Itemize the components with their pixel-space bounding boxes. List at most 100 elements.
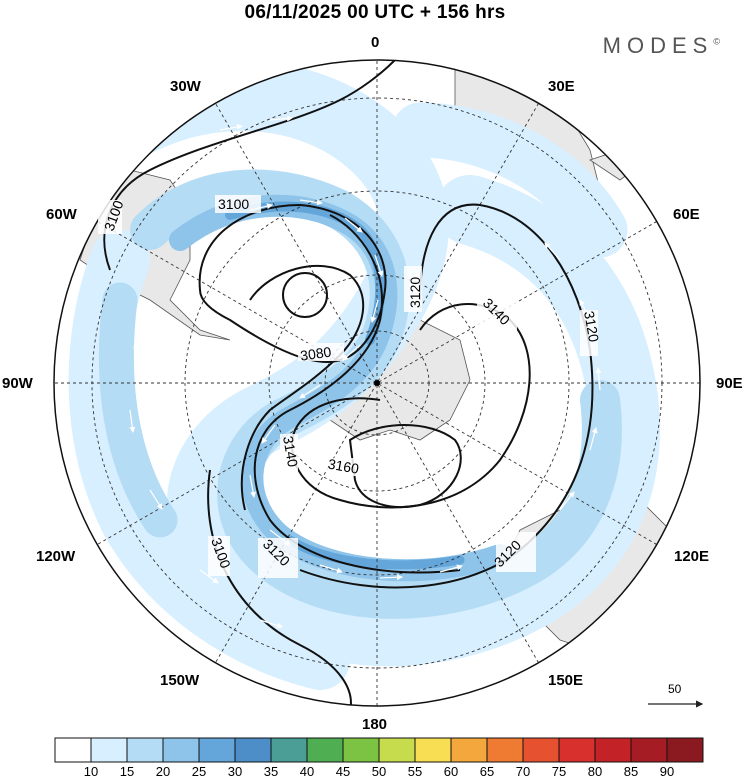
lon-label-150w: 150W <box>160 672 200 689</box>
contour-low-center <box>282 272 328 318</box>
colorbar-tick-label: 45 <box>335 764 351 779</box>
lon-label-90e: 90E <box>716 375 743 392</box>
lon-label-30w: 30W <box>170 78 201 95</box>
colorbar-swatch <box>54 737 92 763</box>
lon-label-180: 180 <box>362 716 388 733</box>
meridian-30 <box>212 98 542 668</box>
colorbar-swatch <box>666 737 704 763</box>
colorbar <box>54 737 704 763</box>
colorbar-swatch <box>486 737 524 763</box>
wind-vector <box>544 242 561 261</box>
lon-label-60e: 60E <box>673 206 700 223</box>
jet-band-light-3 <box>392 102 628 258</box>
colorbar-swatch <box>342 737 380 763</box>
lon-label-60w: 60W <box>46 206 77 223</box>
contour-3160 <box>348 424 462 509</box>
contour-3120-east <box>299 203 594 589</box>
wind-vector <box>261 424 276 444</box>
lon-label-90w: 90W <box>2 375 33 392</box>
wind-vector <box>439 564 463 573</box>
contour-label-3140-b: 3140 <box>280 435 301 469</box>
colorbar-tick-label: 85 <box>623 764 639 779</box>
colorbar-tick-label: 10 <box>83 764 99 779</box>
contour-label-3120-a: 3120 <box>407 277 423 308</box>
contour-label-3080: 3080 <box>299 343 332 363</box>
wind-vector <box>595 367 602 391</box>
wind-vector <box>589 427 598 451</box>
colorbar-tick-label: 25 <box>191 764 207 779</box>
contour-3100-south <box>207 469 352 706</box>
contour-label-3100-a: 3100 <box>218 196 249 212</box>
wind-vector <box>129 409 136 433</box>
colorbar-tick-label: 20 <box>155 764 171 779</box>
wind-vector <box>249 474 257 498</box>
contour-label-3120-b: 3120 <box>581 310 602 344</box>
wind-vector <box>299 199 323 206</box>
wind-vector <box>269 115 293 122</box>
colorbar-swatch <box>414 737 452 763</box>
colorbar-tick-label: 65 <box>479 764 495 779</box>
wind-vector <box>149 489 163 510</box>
south-pole-marker <box>374 380 380 386</box>
brand-logo: MODES© <box>603 33 720 59</box>
colorbar-swatch <box>630 737 668 763</box>
wind-vector <box>199 569 219 584</box>
lon-label-0: 0 <box>371 34 380 51</box>
meridian-60 <box>92 218 662 548</box>
map-title: 06/11/2025 00 UTC + 156 hrs <box>244 2 506 23</box>
colorbar-tick-label: 40 <box>299 764 315 779</box>
wind-vector <box>342 344 361 361</box>
wind-vector <box>299 384 321 399</box>
lon-label-120w: 120W <box>36 548 76 565</box>
colorbar-tick-label: 80 <box>587 764 603 779</box>
colorbar-swatch <box>558 737 596 763</box>
colorbar-swatch <box>522 737 560 763</box>
colorbar-tick-label: 15 <box>119 764 135 779</box>
contour-label-group: 3100 3100 3100 3080 3120 3140 3120 3140 … <box>98 195 602 578</box>
colorbar-swatch <box>90 737 128 763</box>
contour-3120-west <box>253 214 461 574</box>
wind-vector <box>370 299 379 323</box>
wind-vector <box>344 217 363 233</box>
colorbar-tick-label: 35 <box>263 764 279 779</box>
latitude-circle-2 <box>268 274 486 492</box>
jet-band-light-1 <box>105 61 661 667</box>
copyright-mark: © <box>713 36 720 47</box>
brand-name: MODES <box>602 33 714 58</box>
colorbar-swatch <box>378 737 416 763</box>
wind-vector <box>379 574 403 581</box>
wind-vector <box>374 254 384 277</box>
colorbar-tick-label: 75 <box>551 764 567 779</box>
colorbar-tick-label: 55 <box>407 764 423 779</box>
wind-shading <box>68 61 661 690</box>
colorbar-swatch <box>270 737 308 763</box>
colorbar-swatch <box>198 737 236 763</box>
lon-label-30e: 30E <box>548 78 575 95</box>
reference-vector-label: 50 <box>668 682 682 696</box>
colorbar-swatch <box>162 737 200 763</box>
lon-label-150e: 150E <box>548 672 584 689</box>
map-disc <box>54 60 700 706</box>
colorbar-tick-label: 70 <box>515 764 531 779</box>
colorbar-swatch <box>126 737 164 763</box>
lon-label-120e: 120E <box>674 548 710 565</box>
wind-vector <box>169 141 193 151</box>
jet-band-mid-2 <box>98 282 178 538</box>
colorbar-swatch <box>234 737 272 763</box>
colorbar-swatch <box>450 737 488 763</box>
contour-label-3160: 3160 <box>327 456 361 477</box>
colorbar-tick-label: 60 <box>443 764 459 779</box>
colorbar-tick-label: 30 <box>227 764 243 779</box>
wind-vector <box>219 123 243 131</box>
latitude-circle-3 <box>184 190 570 576</box>
map-border <box>53 59 701 707</box>
colorbar-tick-label: 50 <box>371 764 387 779</box>
colorbar-swatch <box>594 737 632 763</box>
wind-vector <box>259 619 283 629</box>
colorbar-tick-label: 90 <box>659 764 675 779</box>
wind-vector <box>559 491 575 511</box>
wind-vector <box>133 329 141 353</box>
wind-vector <box>319 564 343 574</box>
colorbar-swatch <box>306 737 344 763</box>
